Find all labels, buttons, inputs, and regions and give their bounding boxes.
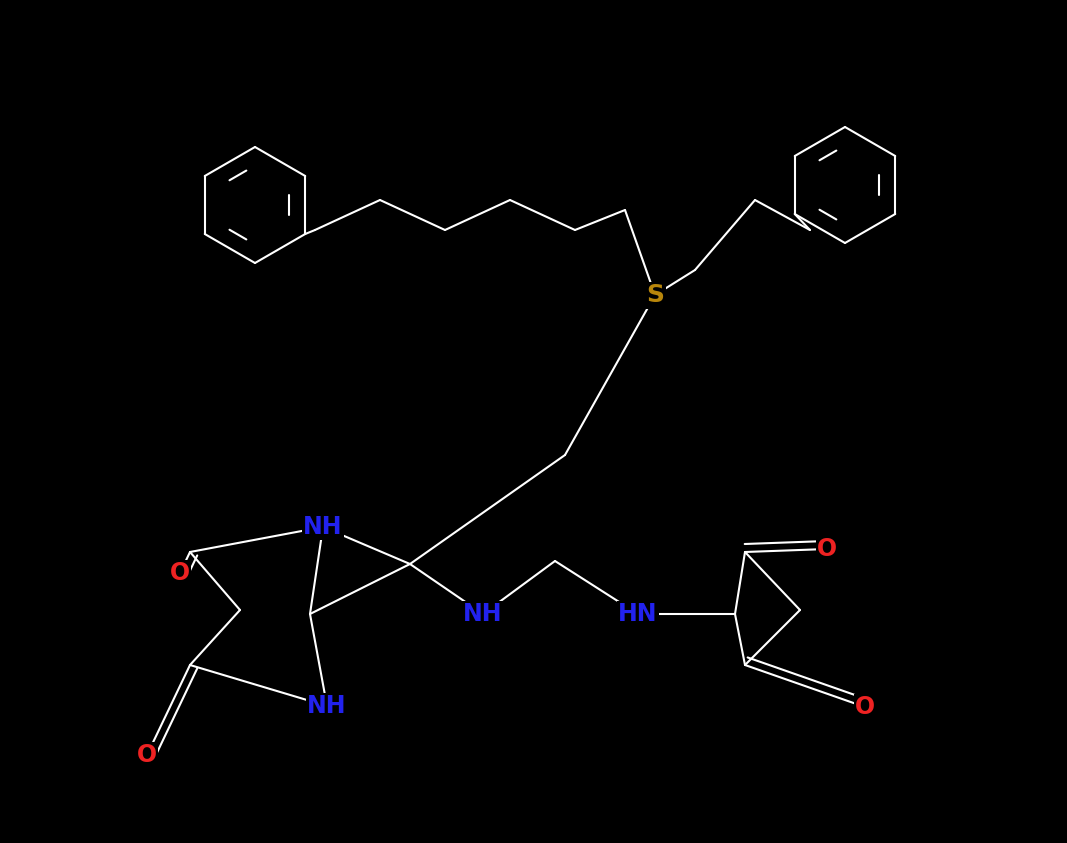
Text: NH: NH bbox=[307, 694, 347, 718]
Text: O: O bbox=[855, 695, 875, 719]
Text: O: O bbox=[817, 537, 838, 561]
Text: NH: NH bbox=[463, 602, 503, 626]
Text: HN: HN bbox=[618, 602, 657, 626]
Text: NH: NH bbox=[303, 515, 343, 539]
Text: O: O bbox=[170, 561, 190, 585]
Text: S: S bbox=[646, 283, 664, 307]
Text: O: O bbox=[137, 743, 157, 767]
